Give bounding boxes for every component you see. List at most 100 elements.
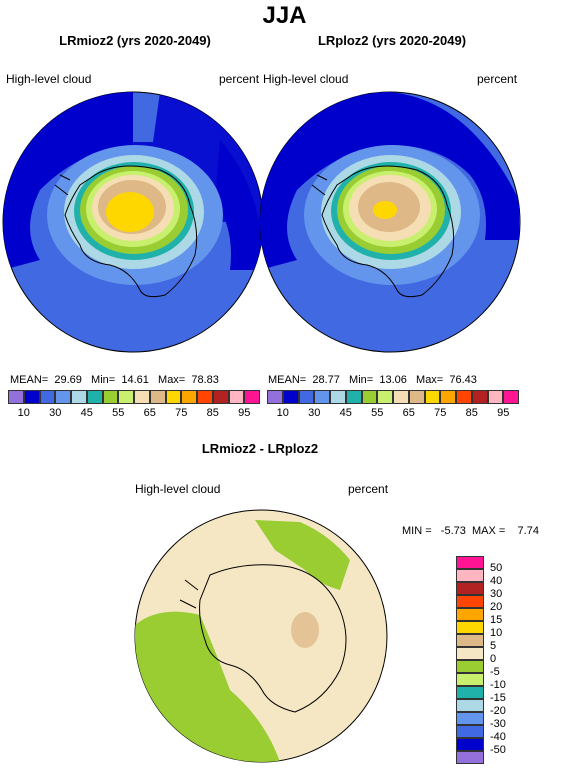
colorbar-tick-label: 55 — [112, 407, 125, 419]
colorbar-swatch — [456, 621, 484, 634]
mean-label: MEAN= — [10, 374, 49, 386]
colorbar-tick-label: 75 — [175, 407, 188, 419]
colorbar-swatch — [456, 686, 484, 699]
colorbar-swatch — [149, 390, 166, 404]
colorbar-swatch — [456, 569, 484, 582]
difference-minmax: MIN = -5.73 MAX = 7.74 — [402, 525, 539, 537]
panel2-colorbar-ticks: 10 30 45 55 65 75 85 95 — [267, 407, 519, 421]
panel2-map — [259, 91, 521, 353]
mean-value: 28.77 — [312, 374, 340, 386]
colorbar-tick-label: 0 — [490, 653, 497, 665]
colorbar-swatch — [503, 390, 519, 404]
colorbar-swatch — [23, 390, 40, 404]
min-value: 14.61 — [121, 374, 149, 386]
colorbar-swatch — [487, 390, 504, 404]
colorbar-tick-label: 65 — [402, 407, 415, 419]
colorbar-tick-label: 85 — [206, 407, 219, 419]
min-label: Min= — [349, 374, 374, 386]
max-label: Max= — [158, 374, 186, 386]
colorbar-swatch — [118, 390, 134, 404]
colorbar-swatch — [55, 390, 71, 404]
colorbar-swatch — [330, 390, 346, 404]
colorbar-swatch — [440, 390, 456, 404]
colorbar-tick-label: -40 — [490, 731, 506, 743]
colorbar-tick-label: -50 — [490, 744, 506, 756]
colorbar-swatch — [71, 390, 87, 404]
colorbar-swatch — [102, 390, 119, 404]
colorbar-swatch — [456, 673, 484, 686]
colorbar-tick-label: 30 — [490, 588, 503, 600]
colorbar-swatch — [456, 608, 484, 621]
colorbar-swatch — [267, 390, 283, 404]
colorbar-swatch — [456, 751, 484, 764]
panel1-units-label: percent — [219, 72, 260, 86]
colorbar-swatch — [298, 390, 315, 404]
colorbar-swatch — [361, 390, 378, 404]
colorbar-swatch — [408, 390, 425, 404]
panel1-title: LRmioz2 (yrs 2020-2049) — [59, 33, 211, 48]
difference-colorbar — [456, 556, 484, 764]
figure-title: JJA — [262, 2, 307, 29]
panel2-units-label: percent — [477, 72, 518, 86]
colorbar-tick-label: 75 — [434, 407, 447, 419]
colorbar-tick-label: 40 — [490, 575, 503, 587]
colorbar-swatch — [456, 556, 484, 569]
colorbar-swatch — [456, 738, 484, 751]
colorbar-swatch — [393, 390, 409, 404]
colorbar-tick-label: 45 — [80, 407, 93, 419]
panel1-variable-label: High-level cloud — [6, 72, 92, 86]
colorbar-tick-label: 50 — [490, 562, 503, 574]
difference-colorbar-ticks: 50 40 30 20 15 10 5 0 -5 -10 -15 -20 -30 -40 -50 — [490, 556, 530, 764]
colorbar-swatch — [8, 390, 24, 404]
colorbar-swatch — [456, 634, 484, 647]
colorbar-tick-label: 65 — [143, 407, 156, 419]
difference-units-label: percent — [348, 482, 389, 496]
difference-title: LRmioz2 - LRploz2 — [201, 441, 319, 456]
panel2-colorbar — [267, 390, 519, 404]
colorbar-swatch — [456, 595, 484, 608]
colorbar-tick-label: 95 — [238, 407, 251, 419]
colorbar-swatch — [228, 390, 245, 404]
colorbar-swatch — [456, 582, 484, 595]
colorbar-tick-label: 30 — [49, 407, 62, 419]
colorbar-swatch — [181, 390, 197, 404]
colorbar-swatch — [212, 390, 229, 404]
colorbar-tick-label: -20 — [490, 705, 506, 717]
colorbar-swatch — [244, 390, 260, 404]
panel2-variable-label: High-level cloud — [263, 72, 349, 86]
panel1-colorbar-ticks: 10 30 45 55 65 75 85 95 — [8, 407, 260, 421]
colorbar-swatch — [314, 390, 330, 404]
colorbar-swatch — [456, 647, 484, 660]
colorbar-swatch — [345, 390, 362, 404]
min-label: Min= — [91, 374, 116, 386]
colorbar-tick-label: 5 — [490, 640, 497, 652]
max-label: Max= — [416, 374, 444, 386]
difference-variable-label: High-level cloud — [135, 482, 221, 496]
colorbar-tick-label: -10 — [490, 679, 506, 691]
colorbar-swatch — [424, 390, 441, 404]
colorbar-tick-label: 10 — [17, 407, 30, 419]
colorbar-tick-label: 55 — [371, 407, 384, 419]
colorbar-tick-label: -15 — [490, 692, 506, 704]
panel1-stats: MEAN= 29.69 Min= 14.61 Max= 78.83 — [10, 374, 219, 386]
colorbar-tick-label: 10 — [276, 407, 289, 419]
colorbar-tick-label: 20 — [490, 601, 503, 613]
colorbar-tick-label: -30 — [490, 718, 506, 730]
mean-label: MEAN= — [268, 374, 307, 386]
panel2-stats: MEAN= 28.77 Min= 13.06 Max= 76.43 — [268, 374, 477, 386]
panel2-title: LRploz2 (yrs 2020-2049) — [317, 33, 467, 48]
max-value: 78.83 — [191, 374, 219, 386]
panel1-map — [2, 91, 264, 353]
colorbar-tick-label: 30 — [308, 407, 321, 419]
colorbar-swatch — [456, 660, 484, 673]
colorbar-swatch — [39, 390, 56, 404]
colorbar-tick-label: -5 — [490, 666, 500, 678]
mean-value: 29.69 — [54, 374, 82, 386]
colorbar-tick-label: 10 — [490, 627, 503, 639]
colorbar-swatch — [456, 712, 484, 725]
colorbar-swatch — [86, 390, 103, 404]
colorbar-tick-label: 95 — [497, 407, 510, 419]
colorbar-swatch — [197, 390, 213, 404]
colorbar-tick-label: 85 — [465, 407, 478, 419]
